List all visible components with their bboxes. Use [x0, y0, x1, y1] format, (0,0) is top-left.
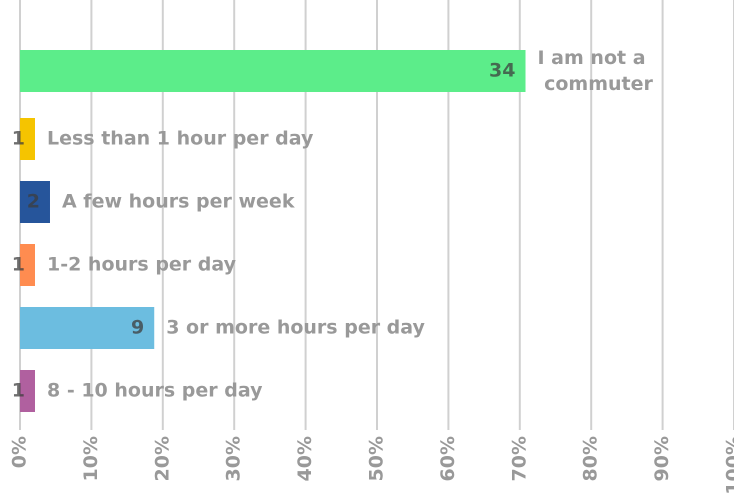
x-tick-label: 100%: [723, 436, 734, 495]
x-tick-label: 80%: [580, 436, 602, 481]
x-tick-label: 90%: [651, 436, 673, 481]
bar-count: 34: [489, 60, 515, 82]
bar: [20, 118, 35, 160]
x-tick-label: 0%: [9, 436, 31, 468]
bar: [20, 244, 35, 286]
bar-count: 9: [131, 317, 144, 339]
bar-count: 1: [12, 380, 25, 402]
category-label: 1-2 hours per day: [47, 254, 237, 276]
category-label: 3 or more hours per day: [166, 317, 425, 339]
x-tick-label: 70%: [508, 436, 530, 481]
category-label: Less than 1 hour per day: [47, 128, 314, 150]
bar-count: 1: [12, 254, 25, 276]
category-label: A few hours per week: [62, 191, 295, 213]
bar-count: 1: [12, 128, 25, 150]
x-tick-label: 50%: [366, 436, 388, 481]
x-tick-label: 60%: [437, 436, 459, 481]
category-label: 8 - 10 hours per day: [47, 380, 263, 402]
x-tick-label: 30%: [223, 436, 245, 481]
x-tick-label: 40%: [294, 436, 316, 481]
bar: [20, 50, 526, 92]
bar: [20, 307, 155, 349]
bar: [20, 181, 50, 223]
x-tick-label: 10%: [80, 436, 102, 481]
bar-count: 2: [27, 191, 40, 213]
category-label: I am not a commuter: [538, 47, 654, 95]
x-tick-label: 20%: [151, 436, 173, 481]
bar: [20, 370, 35, 412]
